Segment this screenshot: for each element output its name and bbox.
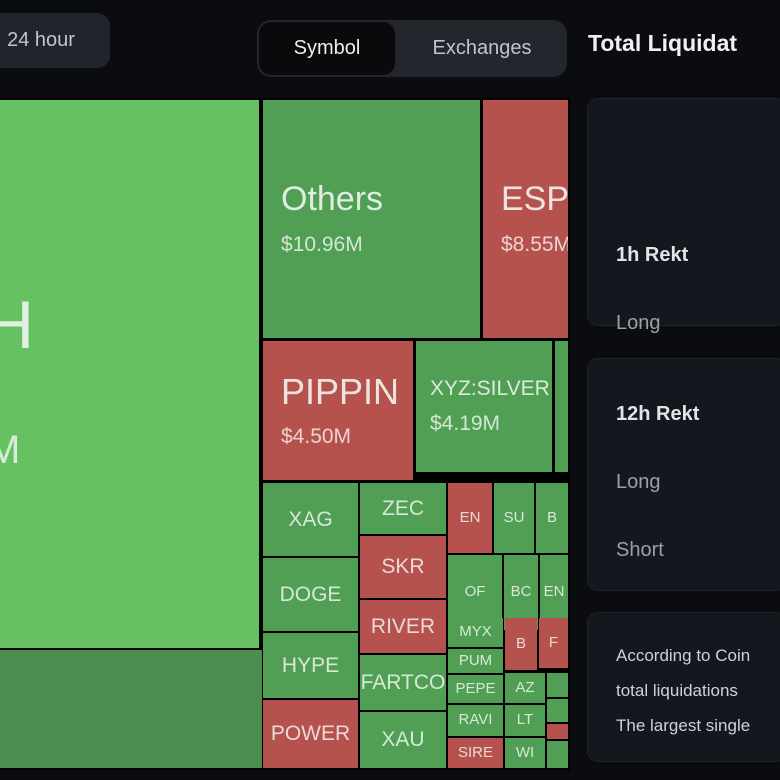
treemap-cell-blank-32[interactable] bbox=[547, 673, 568, 697]
treemap-cell-label: RAVI bbox=[458, 711, 493, 729]
card-1h-long-label: Long bbox=[616, 312, 661, 334]
treemap-cell-label: MYX bbox=[459, 623, 492, 641]
treemap-cell-fartco[interactable]: FARTCO bbox=[360, 655, 446, 710]
treemap-cell-xau[interactable]: XAU bbox=[360, 712, 446, 768]
treemap-cell-label: HYPE bbox=[281, 653, 340, 677]
treemap-cell-blank-6[interactable] bbox=[555, 341, 568, 472]
treemap-cell-label: XYZ:SILVER bbox=[430, 376, 550, 400]
treemap-cell-power[interactable]: POWER bbox=[263, 700, 358, 768]
treemap-cell-label: XAU bbox=[381, 728, 425, 752]
treemap-cell-label: H bbox=[0, 287, 35, 363]
treemap-cell-myx[interactable]: MYX bbox=[448, 618, 503, 647]
treemap-cell-pippin[interactable]: PIPPIN $4.50M bbox=[263, 341, 413, 480]
top-toolbar: 24 hour Symbol Exchanges Total Liquidat bbox=[0, 0, 780, 98]
treemap-cell-blank-35[interactable] bbox=[547, 741, 568, 768]
treemap-cell-value: $4.50M bbox=[281, 425, 352, 449]
card-1h-heading: 1h Rekt bbox=[616, 244, 689, 266]
card-12h-short-label: Short bbox=[616, 539, 664, 561]
treemap-cell-su[interactable]: SU bbox=[494, 483, 534, 553]
tab-exchanges[interactable]: Exchanges bbox=[397, 22, 567, 75]
treemap-cell-pum[interactable]: PUM bbox=[448, 649, 503, 673]
page-title: Total Liquidat bbox=[588, 30, 738, 56]
treemap-cell-label: Others bbox=[281, 180, 384, 219]
note-line-2: total liquidations bbox=[616, 681, 738, 700]
treemap-cell-label: F bbox=[548, 633, 559, 651]
rekt-card-12h: 12h Rekt Long Short bbox=[587, 358, 780, 591]
treemap-cell-others[interactable]: Others $10.96M bbox=[263, 100, 480, 338]
rekt-card-1h: 1h Rekt Long Short bbox=[587, 98, 780, 402]
treemap-cell-label: SIRE bbox=[457, 743, 493, 761]
treemap-cell-esp[interactable]: ESP $8.55M bbox=[483, 100, 568, 338]
treemap-cell-label: ZEC bbox=[382, 496, 424, 520]
treemap-cell-xyz-silver[interactable]: XYZ:SILVER $4.19M bbox=[416, 341, 552, 472]
treemap-cell-value: $8.55M bbox=[501, 232, 568, 256]
treemap-cell-ravi[interactable]: RAVI bbox=[448, 705, 503, 736]
treemap-cell-label: POWER bbox=[270, 722, 351, 746]
treemap-cell-az[interactable]: AZ bbox=[505, 673, 545, 703]
treemap-cell-label: AZ bbox=[515, 678, 535, 696]
summary-note-card: According to Coin total liquidations The… bbox=[587, 612, 780, 762]
treemap-cell-wi[interactable]: WI bbox=[505, 738, 545, 768]
treemap-cell-label: RIVER bbox=[370, 614, 436, 638]
treemap-cell-label: PIPPIN bbox=[281, 370, 400, 412]
treemap-cell-b[interactable]: B bbox=[536, 483, 568, 553]
liquidation-treemap: H M Others $10.96M ESP $8.55M PIPPIN $4.50M XYZ:… bbox=[0, 98, 570, 770]
treemap-cell-label: PUM bbox=[458, 651, 493, 669]
treemap-cell-hype[interactable]: HYPE bbox=[263, 633, 358, 698]
view-toggle: Symbol Exchanges bbox=[257, 20, 567, 77]
treemap-cell-label: B bbox=[515, 634, 526, 652]
treemap-cell-b[interactable]: B bbox=[505, 618, 537, 670]
treemap-cell-blank-34[interactable] bbox=[547, 724, 568, 739]
treemap-cell-label: EN bbox=[543, 583, 565, 601]
card-12h-long-label: Long bbox=[616, 471, 661, 493]
treemap-cell-lt[interactable]: LT bbox=[505, 705, 545, 736]
treemap-cell-label: SKR bbox=[381, 555, 425, 579]
treemap-cell-en[interactable]: EN bbox=[540, 555, 568, 630]
tab-symbol-label: Symbol bbox=[293, 37, 361, 59]
treemap-cell-label: B bbox=[546, 508, 557, 526]
treemap-cell-xag[interactable]: XAG bbox=[263, 483, 358, 556]
treemap-cell-of[interactable]: OF bbox=[448, 555, 502, 630]
treemap-cell-label: XAG bbox=[288, 507, 333, 531]
treemap-cell-label: OF bbox=[464, 583, 486, 601]
treemap-cell-label: BC bbox=[510, 583, 532, 601]
treemap-cell-pepe[interactable]: PEPE bbox=[448, 675, 503, 703]
card-12h-heading: 12h Rekt bbox=[616, 403, 700, 425]
treemap-cell-blank-33[interactable] bbox=[547, 699, 568, 722]
treemap-cell-label: FARTCO bbox=[360, 670, 446, 694]
treemap-cell-value: $4.19M bbox=[430, 412, 501, 436]
treemap-cell-label: SU bbox=[503, 508, 525, 526]
treemap-cell-en[interactable]: EN bbox=[448, 483, 492, 553]
treemap-cell-sire[interactable]: SIRE bbox=[448, 738, 503, 768]
treemap-cell-bc[interactable]: BC bbox=[504, 555, 538, 630]
treemap-cell-label: WI bbox=[515, 743, 535, 761]
time-range-label: 24 hour bbox=[7, 29, 75, 51]
tab-exchanges-label: Exchanges bbox=[432, 37, 532, 59]
treemap-cell-skr[interactable]: SKR bbox=[360, 536, 446, 598]
treemap-cell-value: M bbox=[0, 428, 21, 472]
treemap-cell-value: $10.96M bbox=[281, 232, 363, 256]
note-line-3: The largest single bbox=[616, 716, 751, 735]
treemap-cell-label: EN bbox=[459, 508, 481, 526]
tab-symbol[interactable]: Symbol bbox=[259, 22, 395, 75]
treemap-cell-f[interactable]: F bbox=[539, 618, 568, 668]
note-line-1: According to Coin bbox=[616, 646, 751, 665]
treemap-cell-river[interactable]: RIVER bbox=[360, 600, 446, 653]
treemap-cell-zec[interactable]: ZEC bbox=[360, 483, 446, 534]
treemap-cell-blank-1[interactable] bbox=[0, 650, 262, 768]
treemap-cell-doge[interactable]: DOGE bbox=[263, 558, 358, 631]
treemap-cell-label: ESP bbox=[501, 180, 568, 219]
time-range-button[interactable]: 24 hour bbox=[0, 13, 110, 68]
treemap-cell-label: PEPE bbox=[455, 679, 496, 697]
treemap-cell-label: DOGE bbox=[279, 582, 342, 606]
treemap-cell-label: LT bbox=[516, 711, 534, 729]
